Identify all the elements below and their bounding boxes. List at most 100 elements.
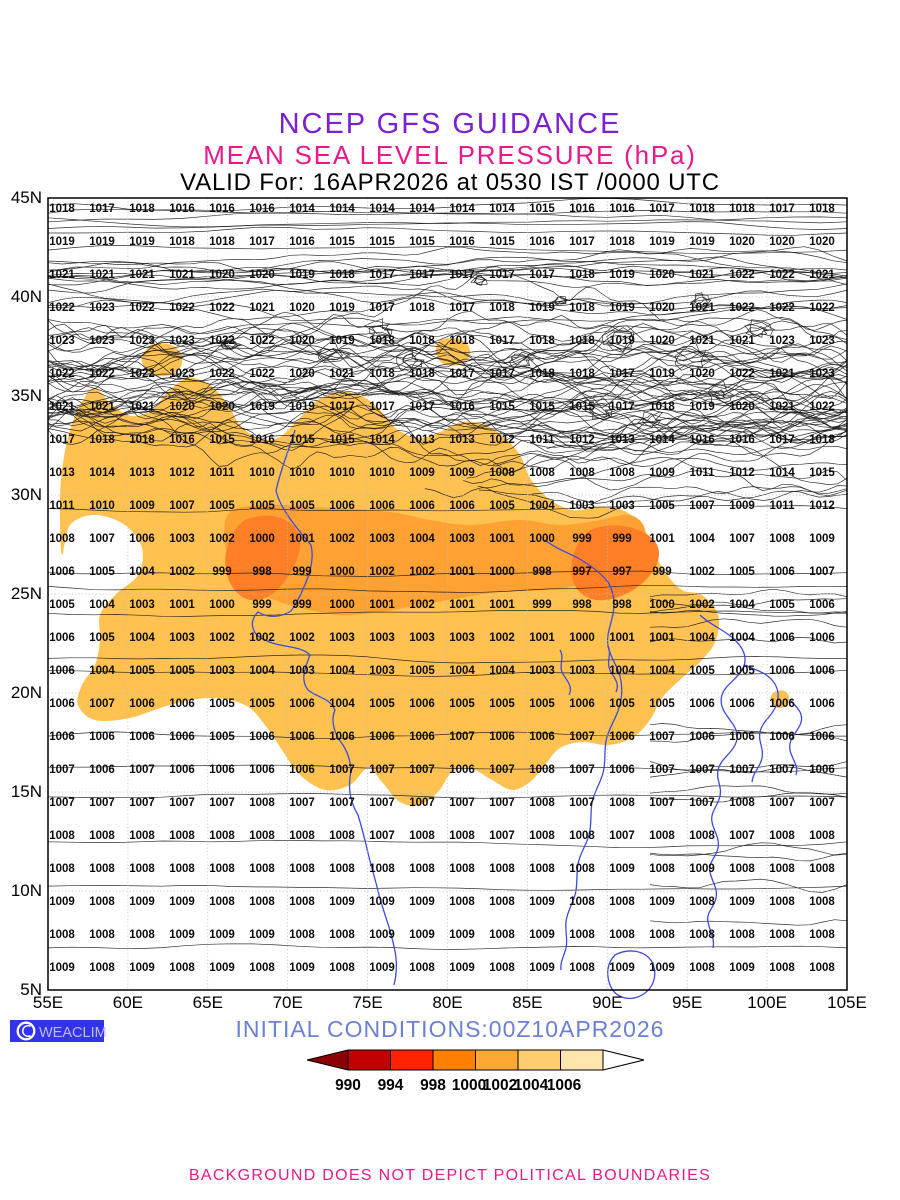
- svg-text:1009: 1009: [529, 896, 555, 908]
- svg-text:1009: 1009: [209, 962, 235, 974]
- svg-text:1000: 1000: [249, 533, 275, 545]
- svg-text:1008: 1008: [609, 797, 635, 809]
- svg-text:1008: 1008: [649, 830, 675, 842]
- svg-text:1018: 1018: [449, 335, 475, 347]
- svg-text:1018: 1018: [129, 203, 155, 215]
- svg-text:1001: 1001: [289, 533, 315, 545]
- svg-text:1005: 1005: [209, 731, 235, 743]
- svg-text:1020: 1020: [769, 236, 795, 248]
- svg-text:1017: 1017: [569, 236, 595, 248]
- svg-text:1020: 1020: [289, 335, 315, 347]
- svg-text:1007: 1007: [369, 830, 395, 842]
- svg-text:1020: 1020: [809, 236, 835, 248]
- svg-text:1009: 1009: [169, 896, 195, 908]
- svg-text:1018: 1018: [369, 368, 395, 380]
- svg-text:25N: 25N: [11, 584, 42, 603]
- svg-text:1022: 1022: [129, 368, 155, 380]
- svg-text:100E: 100E: [747, 993, 787, 1012]
- svg-text:1004: 1004: [409, 533, 435, 545]
- svg-text:1017: 1017: [529, 269, 555, 281]
- svg-text:1000: 1000: [209, 599, 235, 611]
- svg-text:1009: 1009: [729, 500, 755, 512]
- svg-text:1006: 1006: [249, 731, 275, 743]
- svg-text:1021: 1021: [729, 335, 755, 347]
- svg-text:1008: 1008: [129, 830, 155, 842]
- svg-text:1007: 1007: [89, 533, 115, 545]
- svg-text:1009: 1009: [649, 896, 675, 908]
- svg-text:1000: 1000: [529, 533, 555, 545]
- svg-text:1018: 1018: [169, 236, 195, 248]
- svg-text:1008: 1008: [249, 962, 275, 974]
- svg-text:1003: 1003: [569, 665, 595, 677]
- svg-text:1008: 1008: [529, 797, 555, 809]
- svg-text:1019: 1019: [329, 302, 355, 314]
- svg-text:1009: 1009: [49, 962, 75, 974]
- svg-text:1019: 1019: [529, 302, 555, 314]
- svg-text:35N: 35N: [11, 386, 42, 405]
- svg-text:1022: 1022: [809, 401, 835, 413]
- svg-text:1006: 1006: [169, 698, 195, 710]
- svg-text:1006: 1006: [169, 731, 195, 743]
- svg-text:1016: 1016: [449, 401, 475, 413]
- svg-text:1005: 1005: [209, 500, 235, 512]
- svg-text:1001: 1001: [609, 632, 635, 644]
- svg-text:1004: 1004: [329, 698, 355, 710]
- svg-text:1005: 1005: [649, 500, 675, 512]
- svg-text:1006: 1006: [769, 566, 795, 578]
- svg-text:1016: 1016: [169, 434, 195, 446]
- svg-text:1015: 1015: [329, 434, 355, 446]
- svg-text:1005: 1005: [609, 698, 635, 710]
- svg-text:1003: 1003: [369, 665, 395, 677]
- svg-text:1008: 1008: [649, 863, 675, 875]
- svg-text:1018: 1018: [89, 434, 115, 446]
- svg-text:1018: 1018: [529, 335, 555, 347]
- svg-text:1007: 1007: [289, 797, 315, 809]
- svg-text:1011: 1011: [50, 500, 76, 512]
- svg-text:1017: 1017: [409, 401, 435, 413]
- svg-text:1014: 1014: [449, 203, 475, 215]
- svg-text:1007: 1007: [169, 500, 195, 512]
- svg-text:1008: 1008: [769, 533, 795, 545]
- svg-text:1008: 1008: [89, 962, 115, 974]
- svg-text:1004: 1004: [449, 665, 475, 677]
- svg-text:1007: 1007: [49, 797, 75, 809]
- svg-text:1006: 1006: [689, 731, 715, 743]
- svg-text:1006: 1006: [769, 731, 795, 743]
- svg-text:1021: 1021: [329, 368, 355, 380]
- svg-text:MEAN SEA LEVEL PRESSURE (hPa): MEAN SEA LEVEL PRESSURE (hPa): [203, 140, 696, 170]
- svg-text:1020: 1020: [649, 269, 675, 281]
- svg-text:1002: 1002: [289, 632, 315, 644]
- svg-text:1020: 1020: [289, 368, 315, 380]
- svg-text:1003: 1003: [569, 500, 595, 512]
- svg-text:1010: 1010: [369, 467, 395, 479]
- svg-text:1009: 1009: [809, 533, 835, 545]
- svg-text:1001: 1001: [489, 599, 515, 611]
- svg-text:1018: 1018: [369, 335, 395, 347]
- svg-text:1008: 1008: [689, 830, 715, 842]
- svg-text:1006: 1006: [249, 764, 275, 776]
- svg-text:1008: 1008: [729, 797, 755, 809]
- svg-text:1015: 1015: [529, 401, 555, 413]
- svg-text:1017: 1017: [449, 302, 475, 314]
- svg-text:1008: 1008: [449, 896, 475, 908]
- svg-text:1017: 1017: [329, 401, 355, 413]
- svg-text:1008: 1008: [609, 929, 635, 941]
- svg-text:1013: 1013: [609, 434, 635, 446]
- svg-text:1006: 1006: [809, 599, 835, 611]
- svg-text:1018: 1018: [209, 236, 235, 248]
- svg-text:1008: 1008: [809, 896, 835, 908]
- svg-text:1006: 1006: [329, 731, 355, 743]
- svg-text:1006: 1006: [809, 731, 835, 743]
- svg-text:1002: 1002: [483, 1077, 517, 1094]
- svg-text:1007: 1007: [209, 797, 235, 809]
- svg-text:1012: 1012: [729, 467, 755, 479]
- svg-text:1007: 1007: [809, 566, 835, 578]
- svg-text:1008: 1008: [209, 863, 235, 875]
- svg-text:1020: 1020: [249, 269, 275, 281]
- svg-text:1009: 1009: [609, 863, 635, 875]
- svg-text:45N: 45N: [11, 188, 42, 207]
- svg-text:1006: 1006: [729, 731, 755, 743]
- svg-text:55E: 55E: [33, 993, 63, 1012]
- svg-text:1009: 1009: [649, 467, 675, 479]
- svg-text:1008: 1008: [49, 830, 75, 842]
